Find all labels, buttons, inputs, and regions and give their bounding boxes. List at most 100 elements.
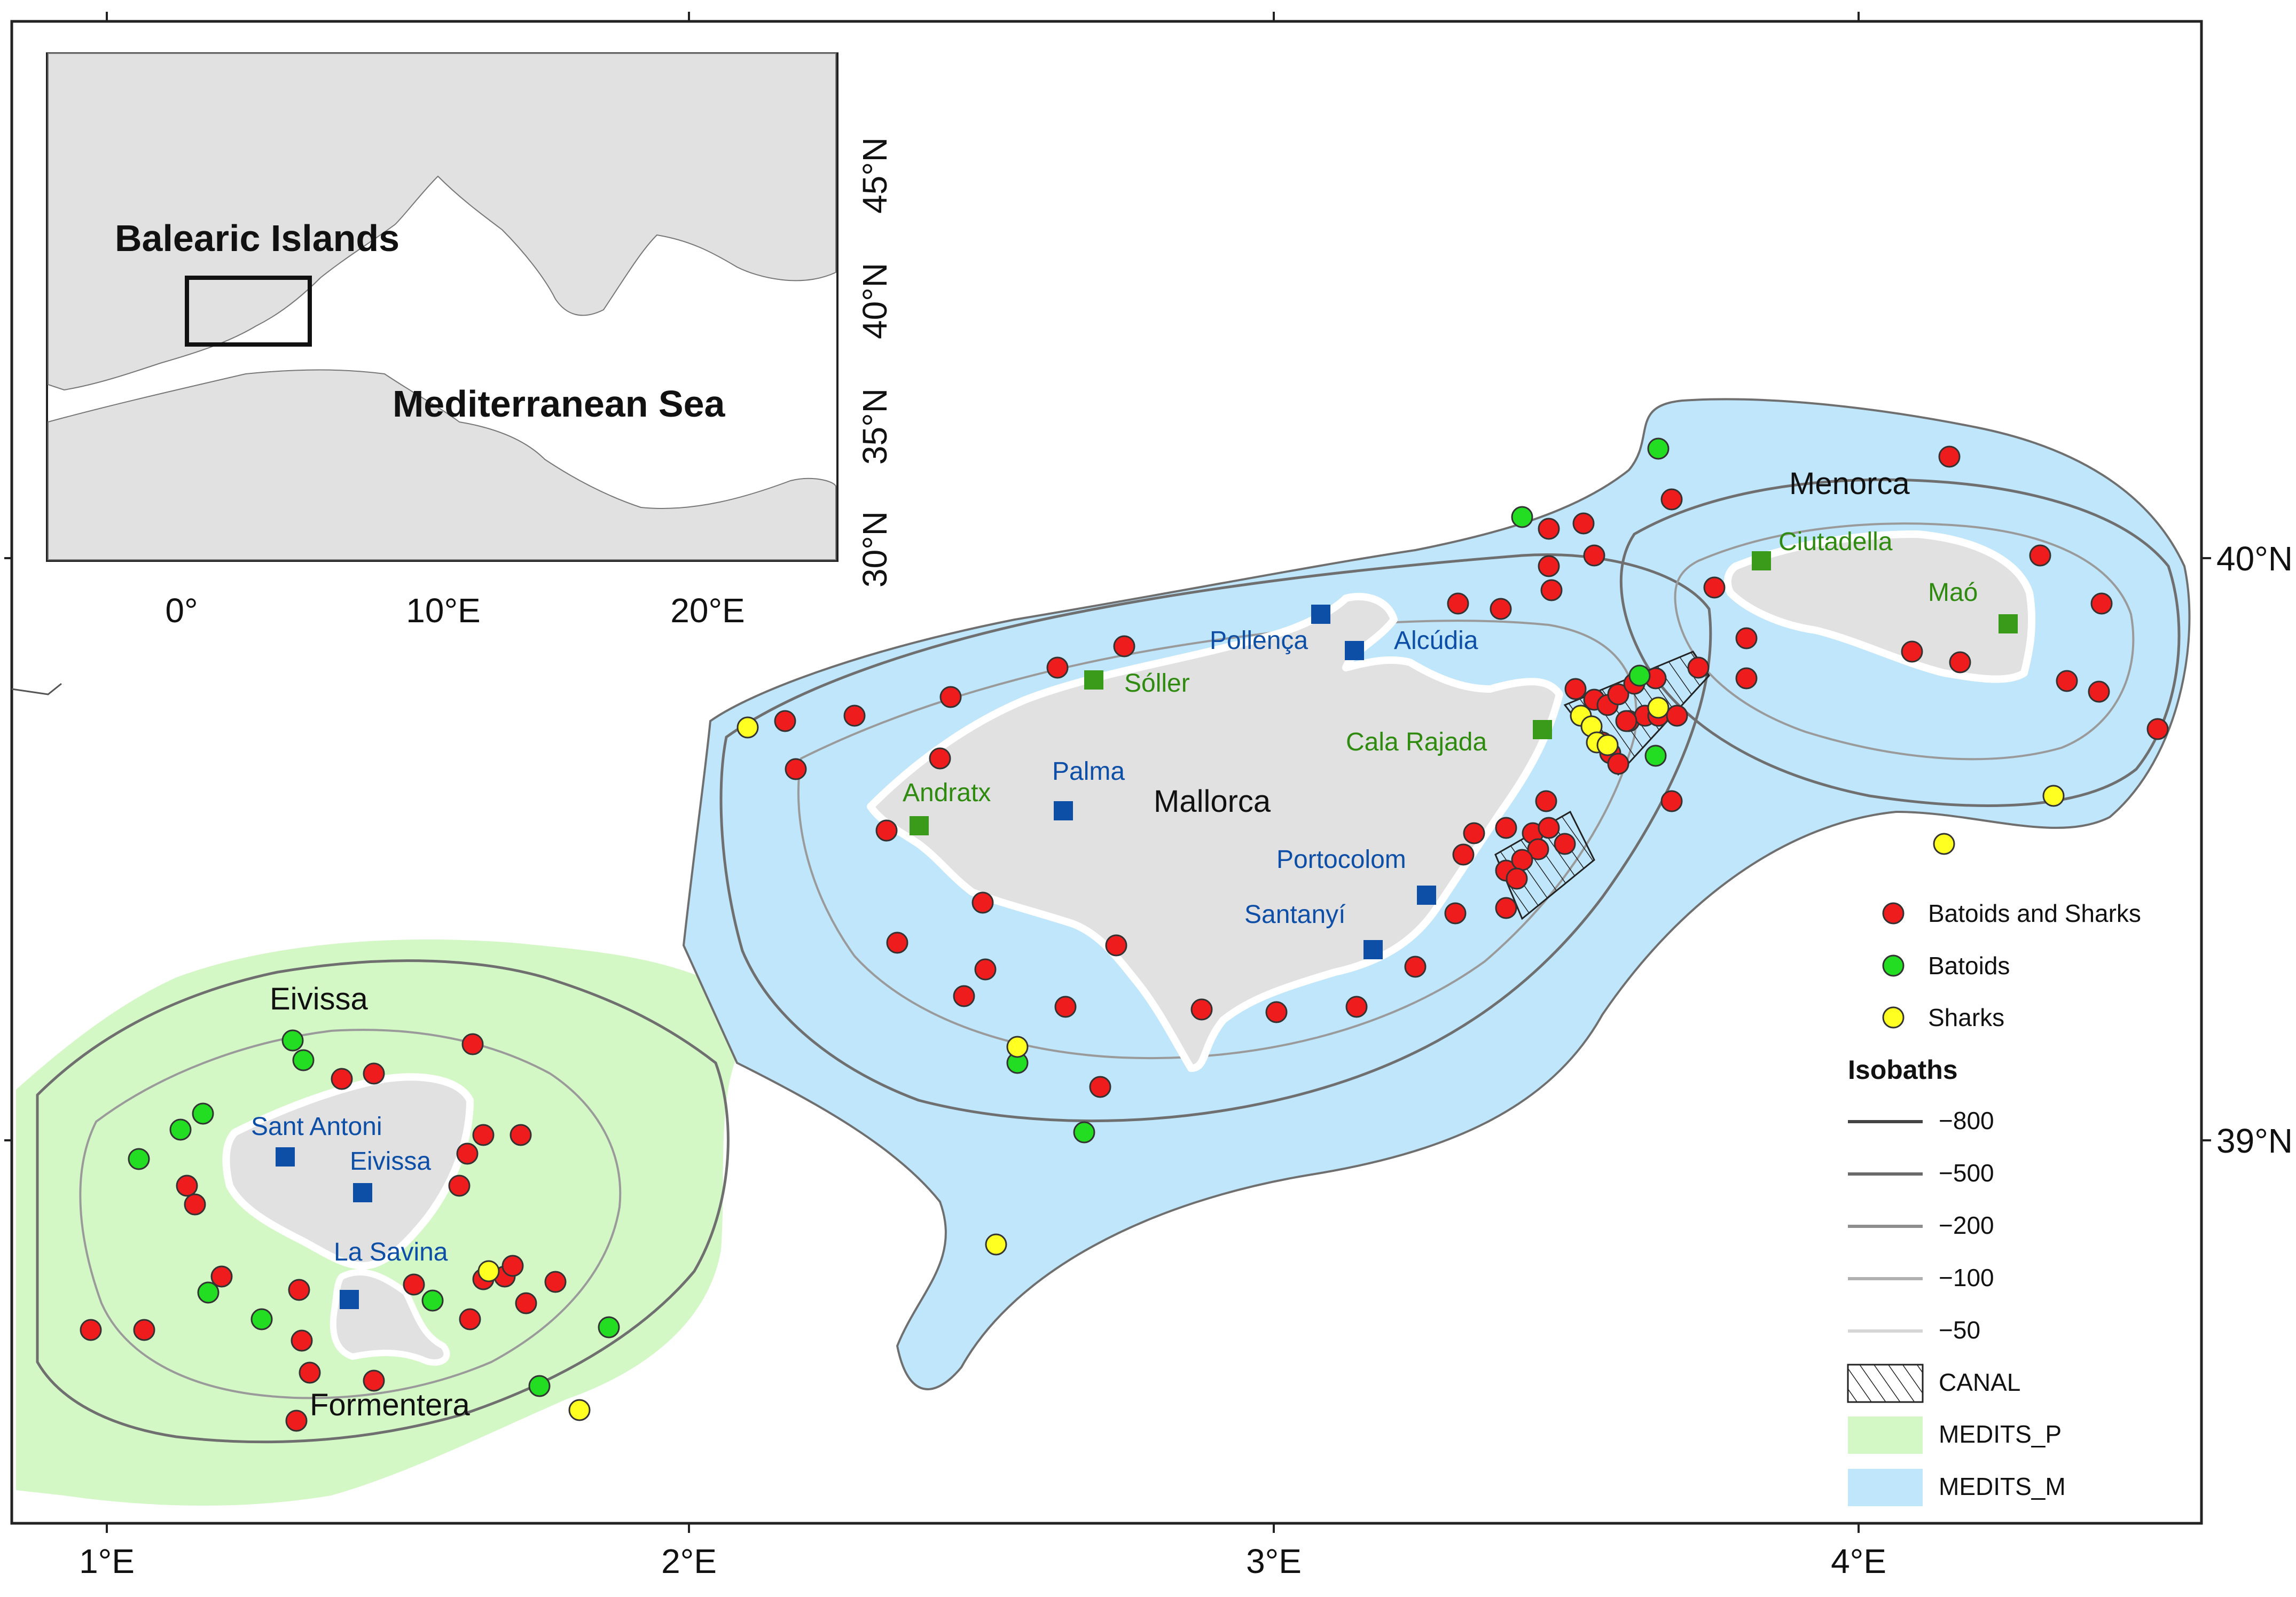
legend-label-batoids: Batoids [1928, 952, 2010, 980]
legend-label-canal: CANAL [1939, 1368, 2020, 1396]
sharks-point [2042, 785, 2065, 807]
batoids-and-sharks-point [1447, 592, 1469, 615]
batoids-and-sharks-point [456, 1142, 479, 1165]
batoids-and-sharks-point [1607, 753, 1629, 775]
batoids-point [250, 1308, 273, 1330]
batoids-and-sharks-point [1607, 683, 1629, 706]
inset-map: Balearic Islands Mediterranean Sea 0° 10… [46, 52, 894, 630]
legend-swatch-medits-m [1848, 1469, 1923, 1506]
batoids-and-sharks-point [1615, 710, 1637, 732]
batoids-and-sharks-point [80, 1319, 102, 1341]
batoids-and-sharks-point [544, 1271, 567, 1293]
batoids-and-sharks-point [1105, 934, 1127, 957]
batoids-and-sharks-point [1735, 627, 1758, 649]
sharks-point [736, 716, 759, 739]
batoids-and-sharks-point [1564, 678, 1587, 700]
batoids-and-sharks-point [1495, 897, 1517, 919]
legend: Batoids and Sharks Batoids Sharks Isobat… [1847, 899, 2141, 1506]
batoids-and-sharks-point [291, 1329, 313, 1352]
batoids-and-sharks-point [448, 1175, 471, 1197]
batoids-and-sharks-point [288, 1279, 310, 1301]
legend-label-800: −800 [1939, 1107, 1994, 1134]
legend-label-50: −50 [1939, 1316, 1980, 1344]
sharks-point [1596, 734, 1619, 756]
batoids-and-sharks-point [1506, 867, 1528, 890]
port-marker-eivissa [353, 1183, 372, 1202]
port-marker-santanyi [1364, 940, 1383, 959]
port-label-soller: Sóller [1124, 669, 1190, 698]
batoids-and-sharks-point [210, 1265, 233, 1288]
legend-swatch-medits-p [1848, 1416, 1923, 1454]
batoids-and-sharks-point [939, 686, 962, 708]
port-marker-portocolom [1417, 886, 1436, 905]
batoids-and-sharks-point [1538, 555, 1560, 577]
batoids-and-sharks-point [875, 819, 898, 842]
legend-label-100: −100 [1939, 1264, 1994, 1291]
sharks-point [1006, 1036, 1029, 1058]
batoids-and-sharks-point [133, 1319, 155, 1341]
port-marker-pollenca [1311, 605, 1330, 624]
port-label-pollenca: Pollença [1210, 627, 1308, 655]
legend-label-sharks: Sharks [1928, 1004, 2004, 1031]
port-marker-mao [1999, 614, 2018, 633]
batoids-and-sharks-point [299, 1361, 321, 1384]
inset-balearic-box [185, 276, 312, 347]
batoids-and-sharks-point [501, 1255, 524, 1277]
batoids-point [528, 1375, 551, 1397]
batoids-point [1073, 1121, 1095, 1144]
batoids-and-sharks-point [176, 1175, 198, 1197]
batoids-and-sharks-point [843, 704, 866, 727]
legend-label-medits-p: MEDITS_P [1939, 1420, 2062, 1448]
batoids-and-sharks-point [1265, 1001, 1288, 1023]
batoids-and-sharks-point [403, 1273, 425, 1296]
label-eivissa: Eivissa [270, 982, 368, 1016]
port-label-sant-antoni: Sant Antoni [251, 1113, 382, 1141]
port-label-palma: Palma [1052, 757, 1125, 786]
points-batoids [128, 437, 1670, 1397]
batoids-and-sharks-point [1703, 576, 1726, 599]
legend-label-medits-m: MEDITS_M [1939, 1473, 2066, 1500]
x-tick-label-3: 3°E [1246, 1542, 1302, 1580]
batoids-and-sharks-point [971, 891, 994, 914]
sharks-point [985, 1233, 1007, 1256]
port-marker-cala-rajada [1533, 720, 1552, 739]
batoids-and-sharks-point [1511, 849, 1533, 871]
port-label-santanyi: Santanyí [1244, 901, 1346, 929]
batoids-and-sharks-point [461, 1033, 484, 1055]
batoids-and-sharks-point [459, 1308, 481, 1330]
batoids-and-sharks-point [1687, 656, 1710, 679]
inset-label-med: Mediterranean Sea [393, 383, 726, 425]
label-formentera: Formentera [310, 1388, 471, 1422]
batoids-and-sharks-point [785, 758, 807, 780]
batoids-and-sharks-point [1054, 996, 1077, 1018]
port-label-cala-rajada: Cala Rajada [1346, 728, 1487, 756]
batoids-and-sharks-point [1490, 598, 1512, 620]
batoids-point [169, 1118, 192, 1141]
batoids-and-sharks-point [1495, 817, 1517, 839]
batoids-and-sharks-point [285, 1410, 308, 1432]
mainland-coast [11, 683, 62, 695]
batoids-point [1511, 506, 1533, 528]
port-label-ciutadella: Ciutadella [1778, 528, 1893, 556]
batoids-and-sharks-point [1113, 635, 1135, 657]
batoids-and-sharks-point [331, 1068, 353, 1090]
port-label-andratx: Andratx [903, 779, 991, 807]
batoids-point [281, 1029, 304, 1052]
legend-label-200: −200 [1939, 1211, 1994, 1239]
batoids-point [1647, 437, 1670, 460]
batoids-and-sharks-point [929, 747, 951, 770]
sharks-point [1647, 696, 1670, 719]
batoids-point [128, 1148, 150, 1170]
inset-land-europe [48, 53, 836, 391]
y-tick-label-40n: 40°N [2216, 539, 2293, 578]
inset-xtick-10e: 10°E [406, 591, 480, 630]
batoids-and-sharks-point [1660, 488, 1683, 511]
port-label-portocolom: Portocolom [1276, 846, 1406, 874]
batoids-and-sharks-point [363, 1062, 385, 1085]
batoids-point [421, 1289, 444, 1312]
inset-xtick-20e: 20°E [670, 591, 745, 630]
inset-ytick-45n: 45°N [856, 137, 894, 214]
batoids-and-sharks-point [1444, 902, 1467, 925]
batoids-and-sharks-point [1540, 579, 1563, 601]
port-label-eivissa: Eivissa [350, 1147, 431, 1176]
